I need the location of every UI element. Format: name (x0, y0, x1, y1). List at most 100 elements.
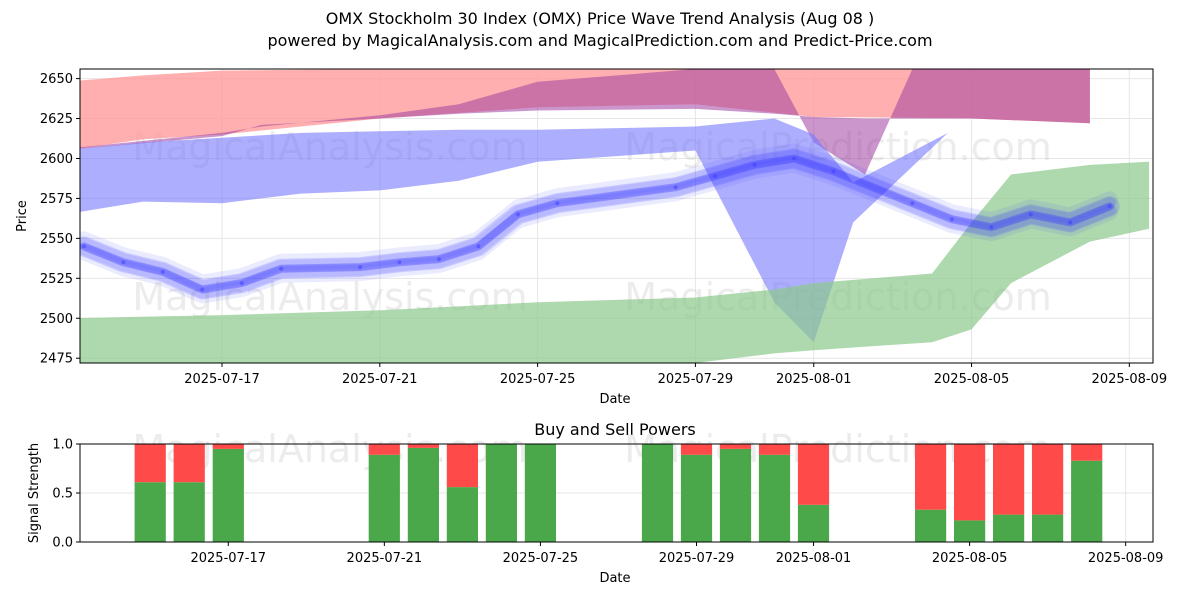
power-panel: Buy and Sell Powers MagicalAnalysis.com … (27, 420, 1163, 586)
price-x-axis: 2025-07-17 2025-07-21 2025-07-25 2025-07-29… (184, 363, 1167, 387)
blue-band (80, 118, 1110, 343)
buy-bar (993, 514, 1025, 542)
price-wave-point (792, 156, 796, 161)
price-wave-point (1068, 220, 1073, 225)
price-wave-point (437, 257, 441, 262)
sell-bar (212, 444, 244, 449)
buy-bar (446, 487, 478, 542)
price-wave-point (476, 244, 481, 249)
price-wave-point (515, 212, 520, 217)
price-wave-point (555, 201, 560, 206)
y-tick-label: 1.0 (52, 438, 73, 453)
buy-bar (407, 447, 439, 542)
price-wave-point (673, 185, 678, 190)
buy-bar (485, 444, 517, 542)
price-wave-point (1028, 212, 1033, 217)
power-bars (134, 444, 1103, 542)
x-tick-label: 2025-07-29 (658, 372, 734, 387)
power-x-label: Date (599, 571, 630, 586)
sell-bar (797, 444, 830, 505)
price-wave-point (1107, 204, 1112, 209)
buy-bar (954, 520, 986, 542)
price-wave-point (910, 201, 915, 206)
purple-band (80, 69, 1090, 175)
sell-bar (680, 444, 713, 455)
buy-bar (1071, 460, 1103, 542)
buy-bar (797, 504, 830, 542)
y-tick-label: 2500 (40, 312, 73, 327)
y-tick-label: 2475 (40, 352, 73, 367)
price-y-axis: 2475 2500 2525 2550 2575 2600 2625 2650 (40, 72, 80, 367)
x-tick-label: 2025-08-09 (1092, 372, 1168, 387)
power-y-axis: 0.0 0.5 1.0 (52, 438, 80, 551)
sell-bar (1071, 444, 1103, 461)
chart-subtitle: powered by MagicalAnalysis.com and Magic… (267, 31, 933, 50)
buy-bar (524, 444, 556, 542)
buy-bar (680, 454, 713, 542)
price-wave-point (81, 244, 86, 249)
y-tick-label: 2575 (40, 192, 73, 207)
buy-bar (758, 454, 791, 542)
price-y-label: Price (15, 200, 30, 232)
buy-bar (212, 448, 244, 542)
sell-bar (173, 444, 205, 483)
x-tick-label: 2025-08-05 (934, 372, 1010, 387)
price-wave-line (80, 143, 1118, 291)
price-wave-point (279, 266, 284, 271)
price-wave-point (713, 174, 718, 179)
x-tick-label: 2025-08-09 (1088, 551, 1164, 566)
price-wave-line (80, 149, 1116, 293)
sell-bar (134, 444, 166, 483)
buy-bar (134, 482, 166, 542)
power-x-axis: 2025-07-17 2025-07-21 2025-07-25 2025-07-29… (190, 542, 1163, 566)
sell-bar (1032, 444, 1064, 515)
y-tick-label: 0.5 (52, 487, 73, 502)
sell-bar (368, 444, 400, 455)
x-tick-label: 2025-07-21 (347, 551, 423, 566)
x-tick-label: 2025-08-05 (932, 551, 1008, 566)
buy-bar (1032, 514, 1064, 542)
price-wave-point (989, 225, 994, 230)
power-y-label: Signal Strength (27, 443, 42, 543)
price-wave-point (949, 217, 954, 222)
sell-bar (993, 444, 1025, 515)
buy-bar (719, 448, 752, 542)
x-tick-label: 2025-07-21 (342, 372, 418, 387)
price-wave-point (239, 281, 244, 286)
sell-bar (446, 444, 478, 488)
sell-bar (758, 444, 791, 455)
power-title: Buy and Sell Powers (534, 420, 696, 439)
x-tick-label: 2025-08-01 (776, 551, 852, 566)
y-tick-label: 0.0 (52, 536, 73, 551)
price-wave-point (200, 287, 205, 292)
price-wave-point (397, 260, 402, 265)
x-tick-label: 2025-07-17 (190, 551, 266, 566)
buy-bar (173, 482, 205, 542)
price-wave-point (831, 169, 836, 174)
price-bands (80, 69, 1150, 363)
x-tick-label: 2025-07-25 (500, 372, 576, 387)
sell-bar (915, 444, 947, 510)
price-panel: MagicalAnalysis.com MagicalPrediction.co… (15, 68, 1167, 407)
price-wave-point (160, 269, 165, 274)
x-tick-label: 2025-07-17 (184, 372, 260, 387)
price-panel-frame (79, 68, 1154, 364)
y-tick-label: 2550 (40, 232, 73, 247)
price-waves (80, 143, 1120, 304)
buy-bar (641, 444, 674, 542)
price-x-label: Date (599, 392, 630, 407)
y-tick-label: 2625 (40, 112, 73, 127)
chart-title: OMX Stockholm 30 Index (OMX) Price Wave … (325, 9, 875, 28)
price-wave-point (358, 265, 363, 270)
buy-bar (368, 454, 400, 542)
red-band (80, 69, 1090, 149)
x-tick-label: 2025-07-29 (659, 551, 735, 566)
green-band (80, 161, 1150, 363)
sell-bar (954, 444, 986, 521)
price-wave-line (80, 155, 1116, 299)
y-tick-label: 2600 (40, 152, 73, 167)
x-tick-label: 2025-07-25 (503, 551, 579, 566)
y-tick-label: 2525 (40, 272, 73, 287)
sell-bar (719, 444, 752, 449)
